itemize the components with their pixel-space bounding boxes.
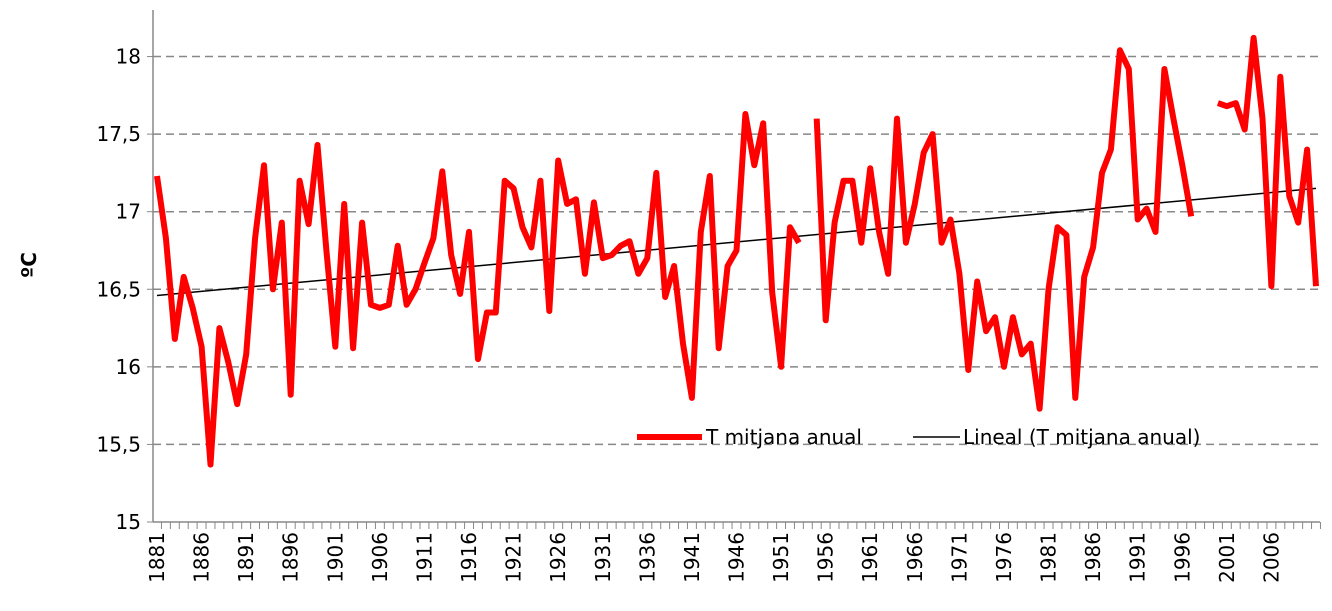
x-tick-label: 1981 (1037, 532, 1061, 583)
x-tick-label: 1931 (591, 532, 615, 583)
y-tick-label: 17 (116, 200, 141, 224)
x-tick-label: 1951 (769, 532, 793, 583)
y-tick-label: 16,5 (96, 277, 141, 301)
y-tick-label: 17,5 (96, 122, 141, 146)
x-tick-label: 1971 (947, 532, 971, 583)
x-tick-label: 1946 (725, 532, 749, 583)
y-axis-label: ºC (17, 252, 41, 278)
x-tick-label: 1921 (502, 532, 526, 583)
x-tick-label: 1916 (457, 532, 481, 583)
x-tick-label: 1891 (234, 532, 258, 583)
x-tick-label: 1996 (1170, 532, 1194, 583)
legend-label: Lineal (T mitjana anual) (963, 425, 1200, 449)
x-tick-label: 1901 (323, 532, 347, 583)
x-tick-label: 1896 (279, 532, 303, 583)
y-tick-label: 16 (116, 355, 141, 379)
x-tick-label: 2006 (1259, 532, 1283, 583)
y-tick-label: 18 (116, 45, 141, 69)
x-tick-label: 1956 (814, 532, 838, 583)
x-tick-label: 1966 (903, 532, 927, 583)
x-tick-label: 2001 (1215, 532, 1239, 583)
x-tick-label: 1881 (145, 532, 169, 583)
x-tick-label: 1936 (635, 532, 659, 583)
x-tick-label: 1911 (412, 532, 436, 583)
y-tick-label: 15 (116, 510, 141, 534)
x-tick-label: 1976 (992, 532, 1016, 583)
x-tick-label: 1991 (1126, 532, 1150, 583)
x-tick-label: 1906 (368, 532, 392, 583)
data-line (154, 34, 1319, 468)
legend-label: T mitjana anual (705, 425, 862, 449)
x-tick-label: 1926 (546, 532, 570, 583)
x-tick-label: 1986 (1081, 532, 1105, 583)
x-tick-label: 1961 (858, 532, 882, 583)
y-tick-label: 15,5 (96, 432, 141, 456)
x-tick-label: 1886 (190, 532, 214, 583)
x-tick-label: 1941 (680, 532, 704, 583)
